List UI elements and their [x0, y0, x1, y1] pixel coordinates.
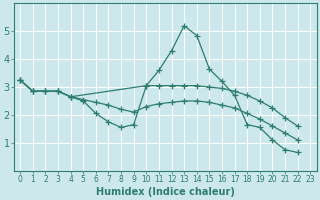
- X-axis label: Humidex (Indice chaleur): Humidex (Indice chaleur): [96, 187, 235, 197]
